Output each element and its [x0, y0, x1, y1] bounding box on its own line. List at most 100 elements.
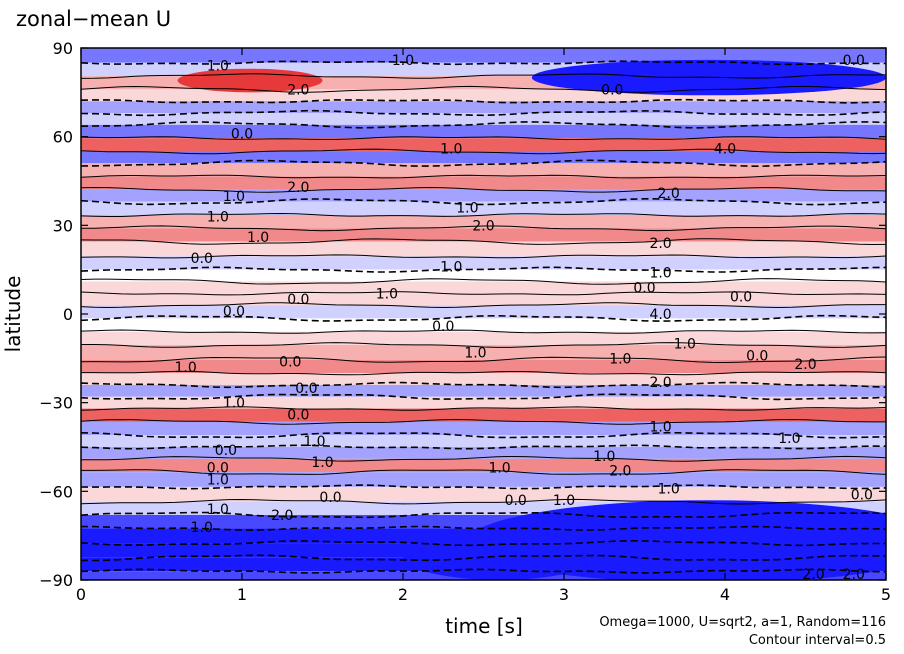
contour-line — [81, 266, 886, 273]
contour-label: 1.0 — [658, 481, 680, 497]
lat-band — [81, 318, 886, 332]
contour-label: 0.0 — [295, 381, 317, 397]
y-axis-label: latitude — [1, 276, 25, 353]
contour-line — [81, 225, 886, 232]
lat-band — [81, 345, 886, 360]
x-tick-label: 3 — [559, 585, 569, 604]
contour-label: 2.0 — [794, 357, 816, 373]
contour-label: 1.0 — [609, 351, 631, 367]
contour-line — [81, 121, 886, 129]
contour-line — [81, 238, 886, 246]
y-tick-label: 60 — [53, 128, 73, 147]
contour-label: 1.0 — [488, 461, 510, 477]
y-tick-label: 90 — [53, 39, 73, 58]
field-bands — [81, 48, 886, 580]
y-tick-label: −60 — [39, 482, 73, 501]
contour-line — [81, 278, 886, 285]
lat-band — [81, 396, 886, 409]
lat-band — [81, 124, 886, 139]
contour-label: 0.0 — [279, 354, 301, 370]
contour-line — [81, 444, 886, 450]
contour-label: 1.0 — [223, 189, 245, 205]
contour-line — [81, 381, 886, 389]
contour-label: 1.0 — [392, 53, 414, 69]
lat-band — [81, 256, 886, 270]
contour-line — [81, 85, 886, 93]
lat-band — [81, 331, 886, 346]
contour-label: 0.0 — [843, 53, 865, 69]
contour-label: 2.0 — [472, 218, 494, 234]
lat-band — [81, 359, 886, 374]
lat-band — [81, 447, 886, 459]
contour-label: 0.0 — [746, 348, 768, 364]
contour-label: 0.0 — [319, 490, 341, 506]
contour-line — [81, 393, 886, 401]
contour-label: 1.0 — [649, 419, 671, 435]
y-tick-label: −90 — [39, 571, 73, 590]
contour-line — [81, 302, 886, 309]
contour-label: 0.0 — [223, 304, 245, 320]
contour-label: 1.0 — [311, 455, 333, 471]
contour-interval-note: Contour interval=0.5 — [749, 633, 886, 648]
lat-band — [81, 241, 886, 257]
lat-band — [81, 89, 886, 102]
contour-label: 0.0 — [207, 461, 229, 477]
lat-band — [81, 281, 886, 294]
lat-band — [81, 189, 886, 202]
lat-band — [81, 228, 886, 242]
lat-band — [81, 458, 886, 473]
contour-line — [81, 254, 886, 259]
contour-label: 2.0 — [271, 508, 293, 524]
contour-label: 4.0 — [649, 307, 671, 323]
x-tick-label: 0 — [76, 585, 86, 604]
lat-band — [81, 269, 886, 282]
contour-line — [81, 525, 886, 531]
plot-area: 1.02.01.00.00.00.01.0 4.01.02.0 2.01.01.01… — [81, 48, 886, 583]
x-axis-label: time [s] — [445, 614, 523, 638]
y-tick-label: 0 — [63, 305, 73, 324]
contour-line — [81, 109, 886, 117]
lat-band — [81, 138, 886, 152]
y-tick-label: 30 — [53, 216, 73, 235]
contour-line — [81, 159, 886, 168]
contour-line — [81, 136, 886, 140]
x-axis-ticks: 0 1 2 3 4 5 — [76, 48, 891, 604]
contour-label: 2.0 — [649, 375, 671, 391]
contour-label: 1.0 — [464, 345, 486, 361]
contour-label: 1.0 — [674, 337, 696, 353]
contour-line — [81, 568, 886, 574]
contour-label: 2.0 — [802, 567, 824, 583]
contour-line — [81, 212, 886, 217]
y-tick-label: −30 — [39, 394, 73, 413]
contour-line — [81, 406, 886, 411]
contour-label: 1.0 — [593, 449, 615, 465]
contour-label: 0.0 — [432, 319, 454, 335]
contour-label: 2.0 — [843, 567, 865, 583]
contour-label: 2.0 — [287, 82, 309, 98]
contour-line — [81, 342, 886, 348]
contour-label: 1.0 — [456, 201, 478, 217]
northern-positive-core — [217, 74, 283, 87]
contour-label: 1.0 — [376, 286, 398, 302]
contour-label: 0.0 — [287, 407, 309, 423]
lat-band — [81, 305, 886, 319]
contour-label: 4.0 — [714, 141, 736, 157]
contour-label: 0.0 — [730, 289, 752, 305]
lat-band — [81, 113, 886, 125]
contour-label: 2.0 — [287, 180, 309, 196]
lat-band — [81, 408, 886, 422]
contour-label: 1.0 — [247, 230, 269, 246]
contour-label: 1.0 — [191, 520, 213, 536]
lat-band — [81, 101, 886, 114]
contour-line — [81, 455, 886, 462]
contour-label: 1.0 — [175, 360, 197, 376]
contour-line — [81, 98, 886, 104]
contour-line — [81, 511, 886, 519]
contour-line — [81, 174, 886, 179]
contour-label: 1.0 — [303, 434, 325, 450]
contour-line — [81, 73, 886, 79]
parameters-note: Omega=1000, U=sqrt2, a=1, Random=116 — [599, 615, 886, 630]
x-tick-label: 4 — [720, 585, 730, 604]
contour-line — [81, 370, 886, 376]
